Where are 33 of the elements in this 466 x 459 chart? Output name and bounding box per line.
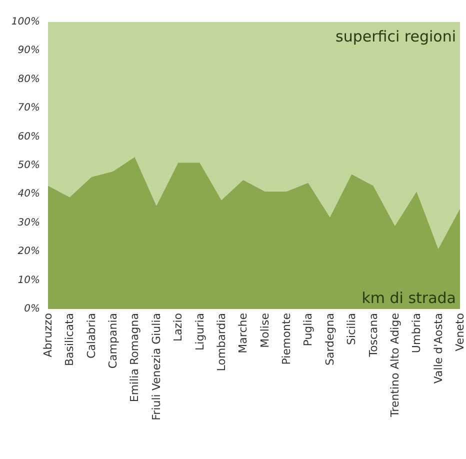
y-tick-label: 10% [18, 274, 40, 286]
x-tick-label: Toscana [366, 313, 380, 358]
x-tick-label: Veneto [454, 312, 466, 352]
x-tick-label: Basilicata [63, 313, 76, 366]
y-tick-label: 50% [18, 160, 40, 171]
x-tick-label: Marche [236, 312, 250, 354]
x-tick-label: Calabria [84, 313, 98, 359]
y-tick-label: 60% [18, 131, 40, 142]
x-tick-label: Abruzzo [42, 312, 54, 358]
y-tick-label: 80% [18, 74, 40, 85]
x-tick-label: Trentino Alto Adige [388, 312, 402, 418]
y-tick-label: 30% [18, 217, 40, 228]
y-tick-label: 70% [18, 102, 40, 114]
x-tick-label: Sardegna [323, 313, 336, 366]
x-tick-label: Puglia [302, 313, 315, 346]
x-tick-label: Lazio [172, 312, 185, 342]
x-tick-label: Campania [106, 313, 120, 369]
x-tick-label: Sicilia [345, 313, 358, 345]
y-tick-label: 0% [24, 304, 40, 314]
x-tick-label: Emilia Romagna [128, 313, 142, 402]
y-tick-label: 40% [18, 188, 40, 200]
x-tick-label: Valle d'Aosta [432, 313, 445, 384]
y-tick-label: 100% [11, 16, 40, 28]
x-tick-label: Friuli Venezia Giulia [150, 313, 163, 420]
series-label: superfici regioni [336, 28, 456, 46]
x-tick-label: Molise [258, 312, 272, 348]
x-tick-label: Lombardia [214, 313, 228, 372]
y-tick-label: 20% [18, 246, 40, 258]
x-tick-label: Piemonte [280, 312, 294, 365]
x-tick-label: Umbria [410, 313, 424, 354]
y-tick-label: 90% [18, 45, 40, 56]
series-label: km di strada [362, 288, 456, 307]
x-tick-label: Liguria [193, 313, 206, 350]
